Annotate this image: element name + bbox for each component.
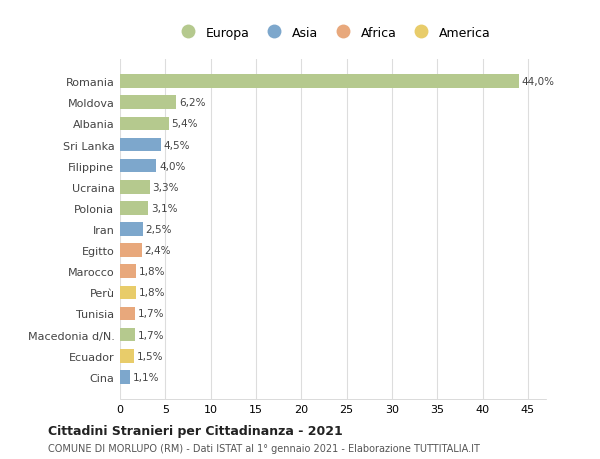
Text: 1,7%: 1,7% [138,330,164,340]
Text: 1,1%: 1,1% [133,372,159,382]
Text: 3,1%: 3,1% [151,203,178,213]
Text: Cittadini Stranieri per Cittadinanza - 2021: Cittadini Stranieri per Cittadinanza - 2… [48,424,343,437]
Text: 44,0%: 44,0% [521,77,554,87]
Text: 2,4%: 2,4% [145,246,171,256]
Bar [120,75,519,89]
Text: 4,0%: 4,0% [159,161,185,171]
Text: 4,5%: 4,5% [164,140,190,150]
Bar [120,307,136,321]
Text: 2,5%: 2,5% [145,224,172,235]
Bar [120,349,134,363]
Bar [120,180,150,194]
Bar [120,96,176,110]
Bar [120,223,143,236]
Bar [120,117,169,131]
Bar [120,244,142,257]
Text: COMUNE DI MORLUPO (RM) - Dati ISTAT al 1° gennaio 2021 - Elaborazione TUTTITALIA: COMUNE DI MORLUPO (RM) - Dati ISTAT al 1… [48,443,480,453]
Bar [120,138,161,152]
Bar [120,370,130,384]
Text: 1,5%: 1,5% [136,351,163,361]
Text: 1,8%: 1,8% [139,288,166,298]
Bar [120,159,156,173]
Legend: Europa, Asia, Africa, America: Europa, Asia, Africa, America [170,22,496,45]
Text: 3,3%: 3,3% [152,182,179,192]
Text: 1,7%: 1,7% [138,309,164,319]
Bar [120,328,136,342]
Text: 6,2%: 6,2% [179,98,205,108]
Text: 5,4%: 5,4% [172,119,198,129]
Bar [120,202,148,215]
Bar [120,265,136,279]
Bar [120,286,136,300]
Text: 1,8%: 1,8% [139,267,166,277]
